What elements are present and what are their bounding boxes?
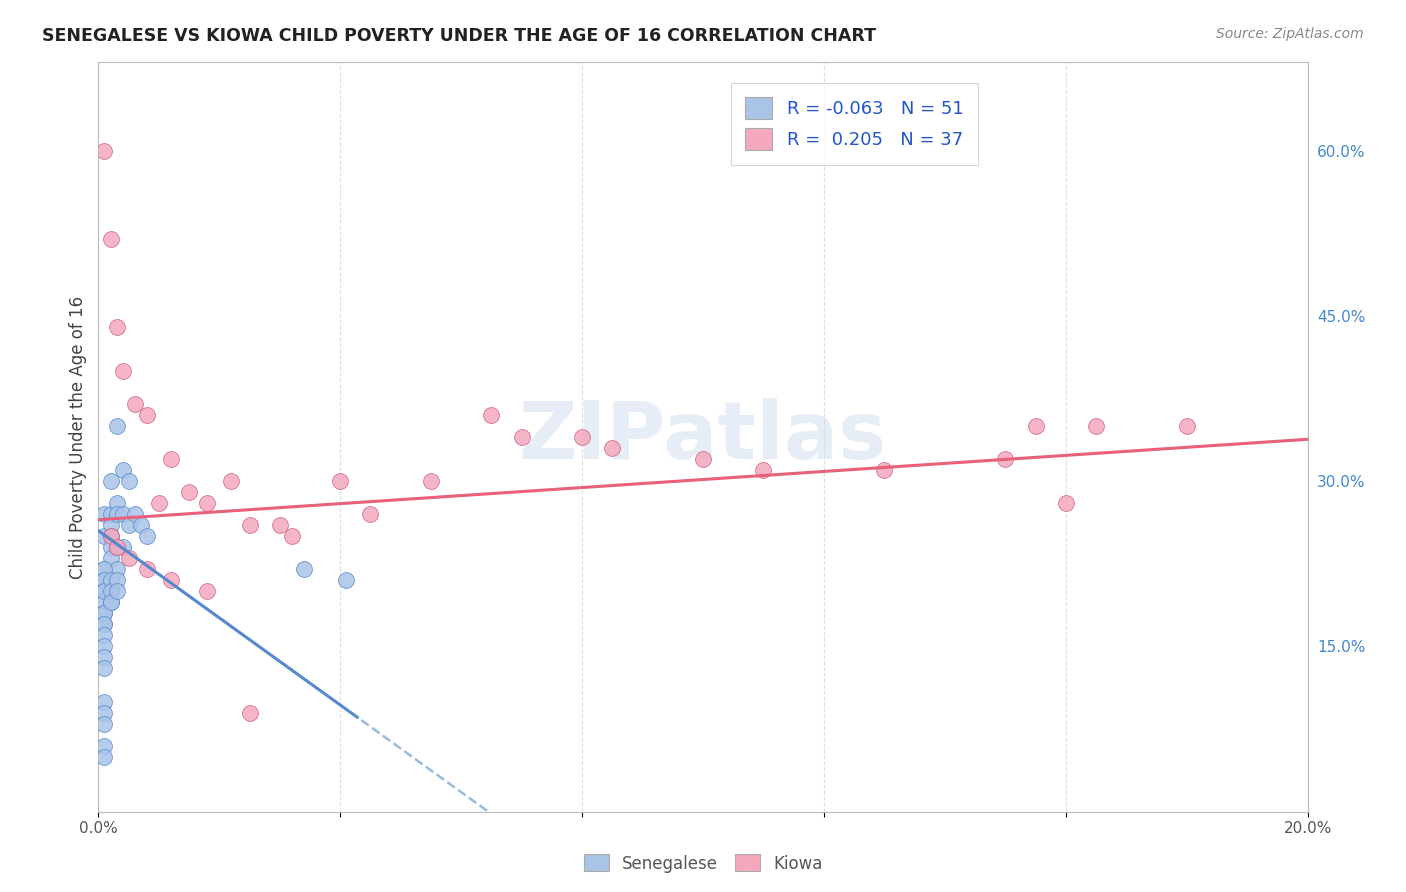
Point xyxy=(692,452,714,467)
Point xyxy=(1175,419,1198,434)
Point xyxy=(93,661,115,675)
Point xyxy=(93,640,115,654)
Point xyxy=(93,706,115,720)
Point xyxy=(93,507,115,521)
Point xyxy=(93,739,115,753)
Point xyxy=(124,507,146,521)
Point xyxy=(1054,496,1077,510)
Y-axis label: Child Poverty Under the Age of 16: Child Poverty Under the Age of 16 xyxy=(69,295,87,579)
Point xyxy=(195,496,218,510)
Point xyxy=(118,518,141,533)
Point xyxy=(93,562,115,576)
Point xyxy=(105,541,128,555)
Point xyxy=(100,551,122,566)
Point xyxy=(510,430,533,444)
Point xyxy=(124,397,146,411)
Point xyxy=(93,628,115,642)
Point xyxy=(571,430,593,444)
Point xyxy=(100,541,122,555)
Point xyxy=(873,463,896,477)
Point xyxy=(129,518,152,533)
Point xyxy=(111,463,134,477)
Point xyxy=(100,595,122,609)
Point xyxy=(93,584,115,599)
Point xyxy=(481,408,503,422)
Point xyxy=(93,607,115,621)
Point xyxy=(281,529,304,543)
Point xyxy=(111,541,134,555)
Point xyxy=(335,574,357,588)
Point xyxy=(105,541,128,555)
Point xyxy=(160,452,183,467)
Point xyxy=(105,496,128,510)
Point xyxy=(93,562,115,576)
Point xyxy=(752,463,775,477)
Point xyxy=(100,584,122,599)
Point xyxy=(135,408,157,422)
Point xyxy=(93,584,115,599)
Point xyxy=(602,441,624,455)
Point xyxy=(148,496,170,510)
Point xyxy=(93,694,115,708)
Point xyxy=(100,529,122,543)
Point xyxy=(111,364,134,378)
Point xyxy=(135,562,157,576)
Point xyxy=(179,485,201,500)
Point xyxy=(195,584,218,599)
Point xyxy=(105,507,128,521)
Point xyxy=(105,319,128,334)
Point xyxy=(100,232,122,246)
Point xyxy=(100,595,122,609)
Text: ZIPatlas: ZIPatlas xyxy=(519,398,887,476)
Point xyxy=(360,507,382,521)
Point xyxy=(135,529,157,543)
Point xyxy=(93,607,115,621)
Point xyxy=(100,474,122,488)
Point xyxy=(1085,419,1108,434)
Point xyxy=(93,749,115,764)
Point xyxy=(994,452,1017,467)
Point xyxy=(100,529,122,543)
Point xyxy=(93,529,115,543)
Point xyxy=(118,551,141,566)
Point xyxy=(100,584,122,599)
Point xyxy=(93,574,115,588)
Point xyxy=(118,474,141,488)
Point xyxy=(93,595,115,609)
Point xyxy=(239,518,262,533)
Point xyxy=(105,419,128,434)
Point xyxy=(93,574,115,588)
Point xyxy=(100,518,122,533)
Point xyxy=(93,716,115,731)
Point xyxy=(239,706,262,720)
Point xyxy=(105,574,128,588)
Point xyxy=(292,562,315,576)
Point xyxy=(269,518,291,533)
Point xyxy=(105,562,128,576)
Point xyxy=(111,507,134,521)
Point xyxy=(93,617,115,632)
Point xyxy=(1024,419,1046,434)
Point xyxy=(93,144,115,158)
Legend: R = -0.063   N = 51, R =  0.205   N = 37: R = -0.063 N = 51, R = 0.205 N = 37 xyxy=(731,83,979,165)
Point xyxy=(329,474,352,488)
Point xyxy=(100,507,122,521)
Text: SENEGALESE VS KIOWA CHILD POVERTY UNDER THE AGE OF 16 CORRELATION CHART: SENEGALESE VS KIOWA CHILD POVERTY UNDER … xyxy=(42,27,876,45)
Point xyxy=(93,617,115,632)
Point xyxy=(93,650,115,665)
Point xyxy=(420,474,443,488)
Point xyxy=(105,584,128,599)
Point xyxy=(93,584,115,599)
Point xyxy=(160,574,183,588)
Point xyxy=(221,474,243,488)
Text: Source: ZipAtlas.com: Source: ZipAtlas.com xyxy=(1216,27,1364,41)
Legend: Senegalese, Kiowa: Senegalese, Kiowa xyxy=(576,847,830,880)
Point xyxy=(100,574,122,588)
